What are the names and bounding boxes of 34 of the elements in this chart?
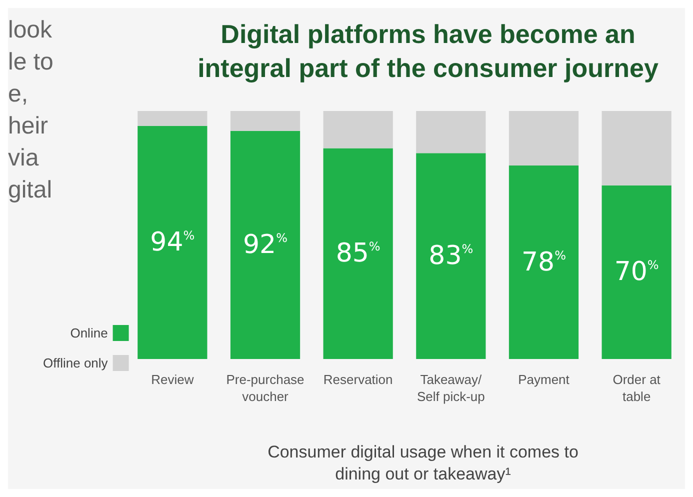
data-label: 92% [243,230,288,260]
bar [508,111,579,166]
bar [416,111,486,154]
data-label: 83% [428,241,474,272]
data-label: 85% [336,238,380,269]
text: le to [8,48,54,76]
chart-title: Digital platforms have become an integral part of the consumer journey [198,19,659,83]
x-tick-label: Reservation [323,372,393,387]
legend-label: Online [70,326,108,340]
bar [138,111,208,126]
x-tick-label: Payment [518,372,570,387]
x-tick-label: Order at table [612,372,661,404]
data-label: 94% [150,227,195,258]
bar [323,148,393,359]
text: look [8,16,54,44]
legend-label: Offline only [43,356,108,370]
text: e, [8,80,28,108]
x-tick-label: Pre-purchase voucher [226,372,304,404]
text: gital [8,176,52,204]
bar [138,126,208,359]
text: heir [8,112,48,140]
bar [230,130,300,359]
x-tick-label: Review [151,372,194,387]
bar [230,111,300,131]
x-tick-label: Takeaway/ Self pick-up [416,372,485,404]
data-label: 78% [522,247,566,278]
data-label: 70% [614,257,659,288]
bar [602,111,672,186]
bar [323,111,393,148]
text: via [8,144,40,172]
bar [508,166,579,359]
x-axis-title: Consumer digital usage when it comes to dining out or takeaway¹ [268,442,578,484]
bar [416,153,486,359]
bar [602,185,672,359]
